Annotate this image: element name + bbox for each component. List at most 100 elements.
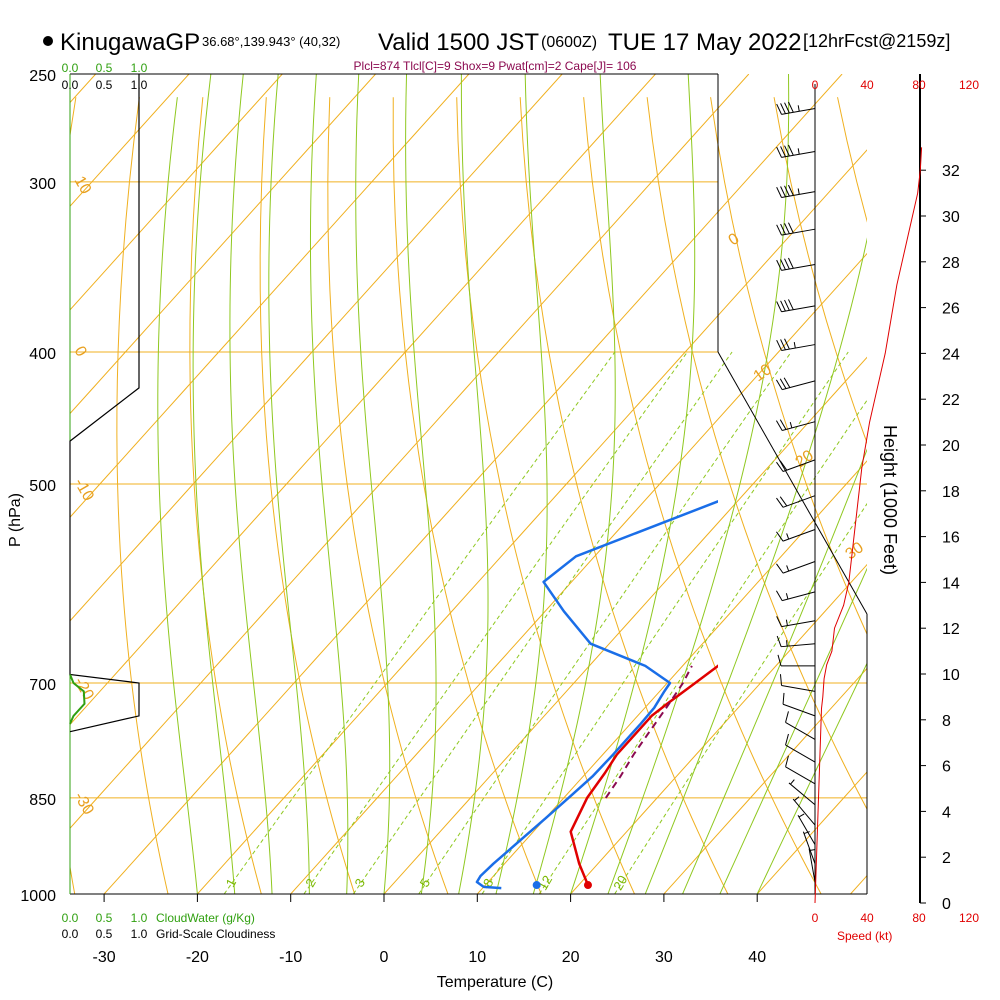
dry-adiabat-line xyxy=(837,97,867,223)
temperature-tick-label: -20 xyxy=(186,949,209,966)
wind-barb-half-feather xyxy=(786,533,790,540)
wind-barb-feather xyxy=(779,674,783,686)
wind-barb-feather xyxy=(776,146,782,158)
wind-barb-feather xyxy=(776,259,782,271)
mixing-ratio-label: 5 xyxy=(417,876,434,890)
wind-barb-feather xyxy=(779,496,788,507)
height-tick-label: 8 xyxy=(942,713,951,730)
wind-barb xyxy=(785,711,816,740)
wind-barb-feather xyxy=(780,259,786,270)
moist-adiabat-line xyxy=(644,237,867,894)
moist-adiabat-line xyxy=(756,662,867,894)
wind-barb-feather xyxy=(776,531,784,542)
cloudiness-tick-bottom: 1.0 xyxy=(131,927,148,941)
wind-barb-feather xyxy=(776,497,784,508)
dry-adiabat-line xyxy=(583,97,822,894)
moist-adiabat-label: 10 xyxy=(751,361,775,385)
cloud-water-line xyxy=(69,674,86,725)
isotherm-label: 10 xyxy=(71,173,95,197)
wind-barb xyxy=(775,377,816,391)
temperature-tick-label: -30 xyxy=(93,949,116,966)
valid-date: TUE 17 May 2022 xyxy=(608,29,801,56)
cloudiness-tick-bottom: 0.5 xyxy=(96,927,113,941)
wind-barb-staff xyxy=(792,798,816,826)
wind-barb-feather xyxy=(780,103,786,114)
wind-barb-staff xyxy=(782,459,816,472)
mixing-ratio-line xyxy=(303,351,688,894)
wind-barb xyxy=(808,848,816,883)
dry-adiabat-line xyxy=(392,97,542,894)
wind-barb-half-feather xyxy=(797,148,800,155)
wind-barb-staff xyxy=(808,848,816,883)
wind-barb-staff xyxy=(781,107,816,115)
plot-frame xyxy=(69,73,868,895)
mixing-ratio-line xyxy=(418,351,792,894)
thermo-background xyxy=(70,74,1000,894)
wind-barb xyxy=(785,755,816,785)
dry-adiabat-line xyxy=(189,97,262,894)
forecast-info: [12hrFcst@2159z] xyxy=(803,31,950,51)
wind-barb xyxy=(776,616,816,628)
speed-tick-label-bottom: 40 xyxy=(860,911,874,925)
wind-barb-staff xyxy=(781,151,816,158)
wind-barb-feather xyxy=(784,223,790,234)
wind-barb-half-feather xyxy=(793,342,796,349)
wind-barb xyxy=(802,831,816,864)
cloudiness-tick-top: 1.0 xyxy=(131,78,148,92)
wind-barb-staff xyxy=(781,191,816,199)
wind-barb-half-feather xyxy=(789,421,793,429)
moist-adiabat-line xyxy=(458,74,489,894)
isotherm-line xyxy=(103,74,843,894)
wind-barb xyxy=(775,419,816,431)
wind-barb-feather xyxy=(776,224,782,236)
mixing-ratio-label: 12 xyxy=(535,873,555,893)
isotherm-line xyxy=(197,149,867,894)
moist-adiabat-line xyxy=(268,74,310,894)
temperature-tick-label: 10 xyxy=(468,949,486,966)
height-tick-label: 6 xyxy=(942,759,951,776)
isotherm-line xyxy=(663,667,867,894)
wind-barb-staff xyxy=(781,643,816,648)
moist-adiabat-line xyxy=(229,74,273,894)
wind-barb-feather xyxy=(776,301,782,313)
wind-barb xyxy=(776,299,816,313)
moist-adiabat-line xyxy=(682,448,867,894)
height-tick-label: 12 xyxy=(942,621,960,638)
pressure-tick-label: 400 xyxy=(29,346,56,363)
wind-barb xyxy=(777,654,815,667)
parcel-profile-line xyxy=(604,665,693,799)
wind-barb-feather xyxy=(777,654,782,667)
dry-adiabat-line xyxy=(116,97,169,894)
isotherm-line xyxy=(756,771,867,894)
temperature-tick-label: 0 xyxy=(380,949,389,966)
pressure-tick-label: 250 xyxy=(29,68,56,85)
wind-barb-feather xyxy=(780,186,786,198)
temperature-tick-label: 40 xyxy=(748,949,766,966)
wind-barb-feather xyxy=(779,460,788,471)
wind-barb-staff xyxy=(785,766,816,785)
dry-adiabat-line xyxy=(519,97,729,894)
wind-barb-feather xyxy=(783,377,791,388)
station-name: KinugawaGP xyxy=(60,29,200,56)
wind-barb-half-feather xyxy=(797,188,800,195)
wind-barb-staff xyxy=(785,721,816,740)
wind-barb xyxy=(779,674,816,692)
height-tick-label: 26 xyxy=(942,301,960,318)
cloudwater-label: CloudWater (g/Kg) xyxy=(156,911,255,925)
wind-barb-feather xyxy=(776,187,782,198)
wind-barb-feather xyxy=(784,102,790,114)
moist-adiabat-line xyxy=(570,74,696,894)
moist-adiabat-label: 30 xyxy=(843,539,867,563)
wind-barb xyxy=(776,257,816,271)
wind-barb-half-feather xyxy=(785,619,788,626)
mixing-ratio-line xyxy=(481,351,849,894)
dry-adiabat-line xyxy=(964,97,1000,894)
wind-barb-feather xyxy=(775,590,783,601)
height-tick-label: 20 xyxy=(942,438,960,455)
height-tick-label: 32 xyxy=(942,163,960,180)
cloudiness-label: Grid-Scale Cloudiness xyxy=(156,927,275,941)
wind-barb-feather xyxy=(788,101,794,113)
profiles xyxy=(475,500,718,890)
isotherm-line xyxy=(70,74,750,829)
moist-adiabat-line xyxy=(157,97,198,894)
